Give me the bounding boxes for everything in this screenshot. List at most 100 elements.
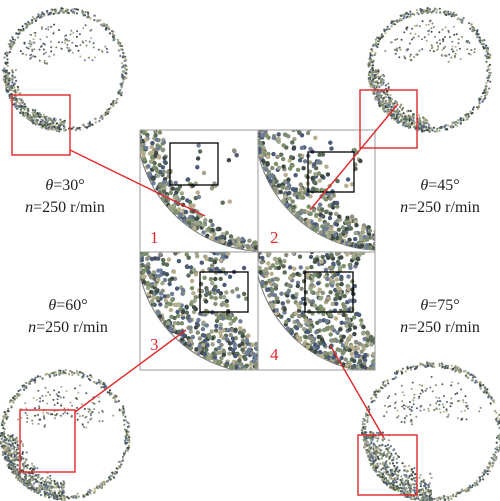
particle: [277, 140, 281, 144]
particle: [228, 241, 232, 245]
particle: [11, 36, 13, 38]
particle: [122, 81, 124, 83]
particle: [59, 494, 61, 496]
particle: [435, 397, 437, 399]
particle: [413, 467, 415, 469]
particle: [179, 212, 183, 216]
particle: [401, 121, 403, 123]
particle: [48, 492, 50, 494]
particle: [383, 109, 385, 111]
particle: [61, 41, 63, 43]
particle: [38, 405, 40, 407]
particle: [104, 46, 106, 48]
particle: [318, 212, 322, 216]
particle: [294, 213, 298, 217]
particle: [241, 334, 245, 338]
particle: [411, 419, 413, 421]
particle: [246, 244, 250, 248]
particle: [20, 50, 22, 52]
particle: [43, 122, 45, 124]
particle: [145, 123, 149, 127]
particle: [33, 483, 35, 485]
particle: [374, 391, 376, 393]
particle: [476, 32, 478, 34]
particle: [261, 244, 265, 248]
particle: [22, 481, 24, 483]
particle: [375, 396, 377, 398]
particle: [63, 397, 65, 399]
particle: [47, 413, 49, 415]
particle: [34, 113, 36, 115]
particle: [279, 153, 283, 157]
particle: [144, 124, 148, 128]
particle: [453, 34, 455, 36]
particle: [388, 395, 390, 397]
particle: [17, 446, 19, 448]
particle: [401, 400, 403, 402]
particle: [202, 223, 206, 227]
particle: [40, 46, 42, 48]
particle: [447, 416, 449, 418]
particle: [396, 462, 398, 464]
particle: [150, 141, 154, 145]
particle: [449, 36, 451, 38]
particle: [438, 397, 440, 399]
particle: [410, 59, 412, 61]
particle: [79, 415, 81, 417]
particle: [75, 497, 77, 499]
particle: [9, 43, 11, 45]
particle: [46, 116, 48, 118]
particle: [393, 378, 395, 380]
particle: [433, 409, 435, 411]
particle: [381, 97, 383, 99]
particle: [73, 497, 75, 499]
particle: [446, 128, 448, 130]
particle: [41, 26, 43, 28]
particle: [313, 136, 317, 140]
particle: [436, 42, 438, 44]
particle: [32, 55, 34, 57]
particle: [435, 402, 437, 404]
particle: [112, 105, 114, 107]
particle: [17, 89, 19, 91]
particle: [387, 83, 389, 85]
particle: [50, 496, 52, 498]
particle: [155, 138, 159, 142]
particle: [258, 361, 262, 365]
particle: [408, 127, 410, 129]
particle: [452, 126, 454, 128]
particle: [31, 487, 33, 489]
particle: [161, 165, 165, 169]
particle: [219, 258, 223, 262]
particle: [397, 119, 399, 121]
particle: [37, 375, 39, 377]
particle: [31, 420, 33, 422]
particle: [303, 159, 307, 163]
particle: [421, 48, 423, 50]
particle: [224, 290, 228, 294]
particle: [232, 148, 236, 152]
particle: [26, 115, 28, 117]
particle: [480, 385, 482, 387]
particle: [331, 205, 335, 209]
particle: [396, 410, 398, 412]
particle: [395, 114, 397, 116]
particle: [384, 405, 386, 407]
particle: [46, 11, 48, 13]
particle: [35, 377, 37, 379]
particle: [486, 50, 488, 52]
particle: [430, 363, 432, 365]
particle: [268, 179, 272, 183]
particle: [407, 13, 409, 15]
particle: [120, 92, 122, 94]
particle: [30, 57, 32, 59]
particle: [380, 82, 382, 84]
particle: [472, 28, 474, 30]
particle: [9, 447, 11, 449]
particle: [392, 116, 394, 118]
particle: [125, 419, 127, 421]
particle: [487, 65, 489, 67]
particle: [292, 188, 296, 192]
particle: [61, 48, 63, 50]
particle: [421, 12, 423, 14]
